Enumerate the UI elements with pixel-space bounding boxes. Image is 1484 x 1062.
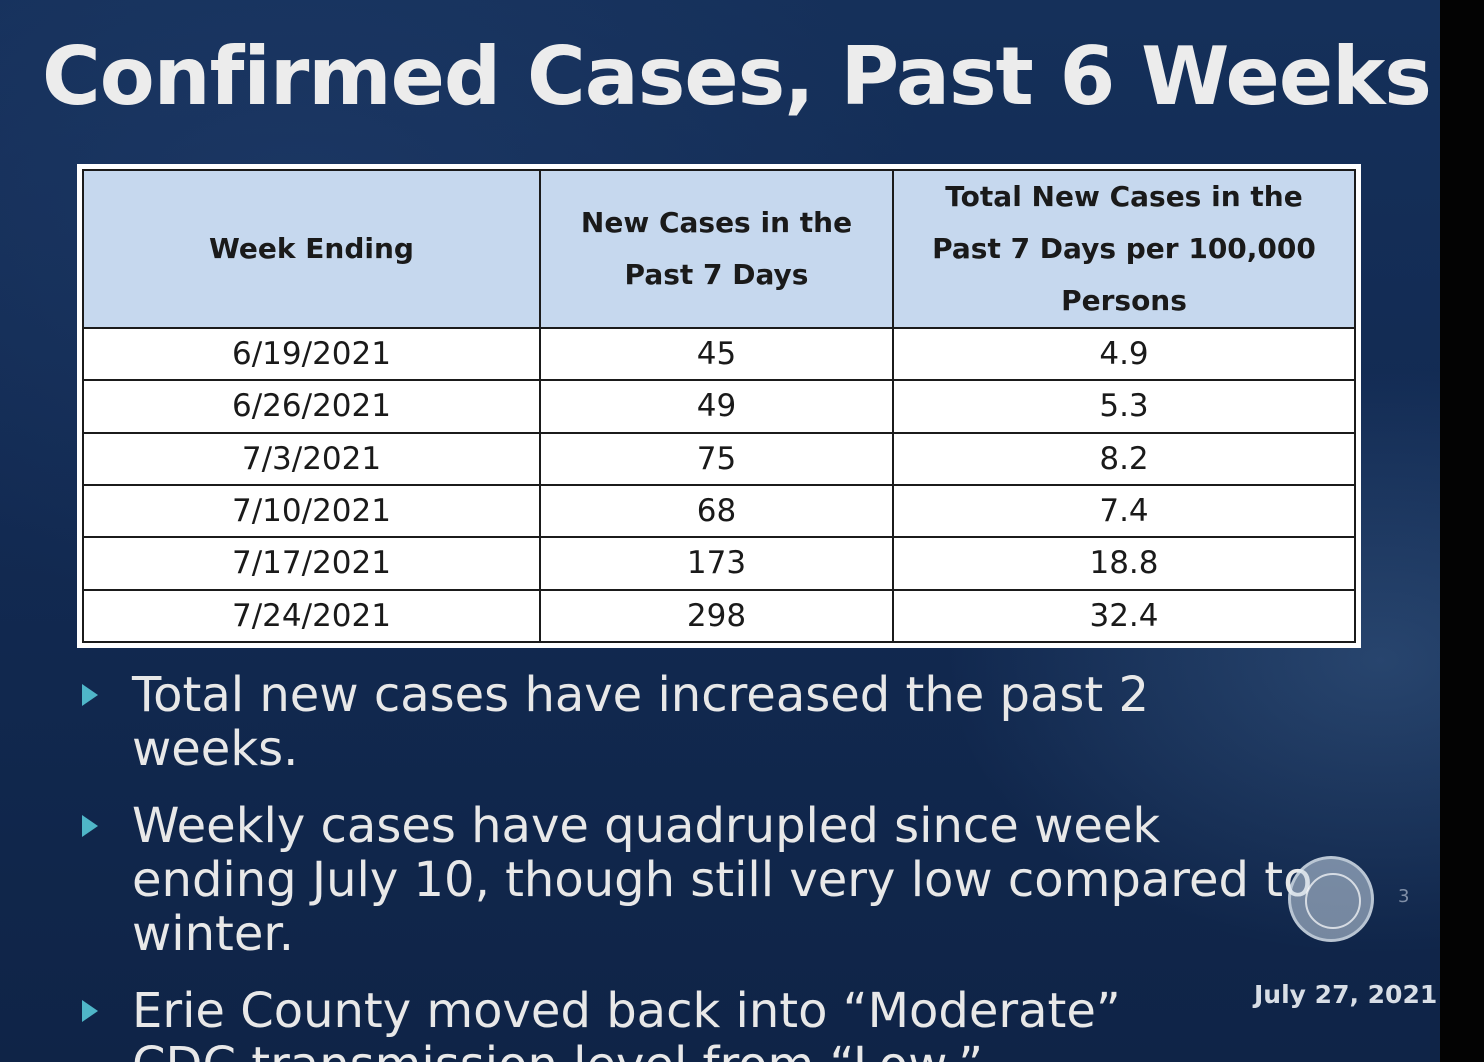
bullet-item: Weekly cases have quadrupled since week … xyxy=(76,799,1316,961)
county-seal-icon xyxy=(1288,856,1374,942)
slide: Confirmed Cases, Past 6 Weeks Week Endin… xyxy=(0,0,1440,1062)
cell-per-100k: 8.2 xyxy=(892,431,1356,486)
bullet-text: Weekly cases have quadrupled since week … xyxy=(132,798,1313,962)
table-row: 7/3/2021 75 8.2 xyxy=(82,431,1356,486)
header-new-cases: New Cases in the Past 7 Days xyxy=(539,169,894,329)
triangle-bullet-icon xyxy=(82,1000,98,1022)
cell-per-100k: 7.4 xyxy=(892,483,1356,539)
header-week-ending: Week Ending xyxy=(82,169,541,329)
cell-new-cases: 75 xyxy=(539,431,894,486)
cases-table: Week Ending New Cases in the Past 7 Days… xyxy=(82,169,1356,644)
letterbox-strip xyxy=(1440,0,1484,1062)
triangle-bullet-icon xyxy=(82,815,98,837)
triangle-bullet-icon xyxy=(82,684,98,706)
cell-week-ending: 6/26/2021 xyxy=(82,379,541,434)
bullet-item: Erie County moved back into “Moderate” C… xyxy=(76,984,1316,1062)
cell-per-100k: 18.8 xyxy=(892,536,1356,591)
cell-week-ending: 7/10/2021 xyxy=(82,483,541,539)
table-row: 6/26/2021 49 5.3 xyxy=(82,379,1356,434)
cell-new-cases: 45 xyxy=(539,326,894,382)
table-row: 7/10/2021 68 7.4 xyxy=(82,483,1356,539)
header-cases-per-100k-text: Total New Cases in the Past 7 Days per 1… xyxy=(932,180,1316,317)
cell-new-cases: 173 xyxy=(539,536,894,591)
page-number: 3 xyxy=(1398,886,1410,907)
cell-week-ending: 6/19/2021 xyxy=(82,326,541,382)
bullet-text: Total new cases have increased the past … xyxy=(132,667,1150,777)
cell-week-ending: 7/24/2021 xyxy=(82,588,541,644)
cases-table-frame: Week Ending New Cases in the Past 7 Days… xyxy=(77,164,1361,648)
cell-week-ending: 7/3/2021 xyxy=(82,431,541,486)
slide-title: Confirmed Cases, Past 6 Weeks xyxy=(42,30,1432,123)
table-row: 7/17/2021 173 18.8 xyxy=(82,536,1356,591)
cell-per-100k: 5.3 xyxy=(892,379,1356,434)
cell-week-ending: 7/17/2021 xyxy=(82,536,541,591)
cell-new-cases: 49 xyxy=(539,379,894,434)
bullet-item: Total new cases have increased the past … xyxy=(76,668,1316,776)
table-row: 7/24/2021 298 32.4 xyxy=(82,588,1356,644)
header-new-cases-text: New Cases in the Past 7 Days xyxy=(580,206,853,291)
slide-date: July 27, 2021 xyxy=(1254,980,1438,1009)
table-header-row: Week Ending New Cases in the Past 7 Days… xyxy=(82,169,1356,329)
cell-new-cases: 68 xyxy=(539,483,894,539)
cell-per-100k: 4.9 xyxy=(892,326,1356,382)
cell-new-cases: 298 xyxy=(539,588,894,644)
table-row: 6/19/2021 45 4.9 xyxy=(82,326,1356,382)
bullet-list: Total new cases have increased the past … xyxy=(76,668,1316,1062)
cell-per-100k: 32.4 xyxy=(892,588,1356,644)
bullet-text: Erie County moved back into “Moderate” C… xyxy=(132,983,1121,1062)
seal-inner-ring xyxy=(1305,873,1361,929)
header-cases-per-100k: Total New Cases in the Past 7 Days per 1… xyxy=(892,169,1356,329)
